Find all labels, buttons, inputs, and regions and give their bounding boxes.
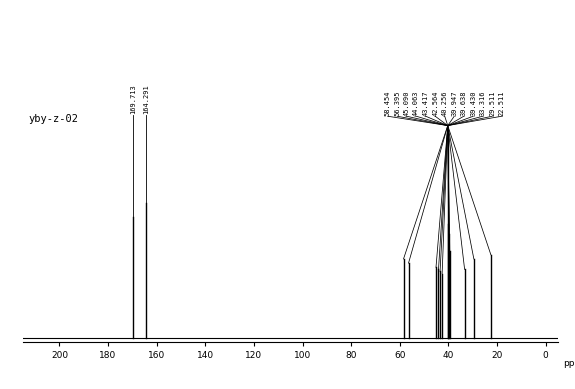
Text: 43.417: 43.417 xyxy=(423,90,429,116)
Text: 40.256: 40.256 xyxy=(442,90,448,116)
Text: yby-z-02: yby-z-02 xyxy=(28,114,78,124)
Text: 45.090: 45.090 xyxy=(404,90,409,116)
Text: 58.454: 58.454 xyxy=(385,90,390,116)
Text: 169.713: 169.713 xyxy=(130,84,136,114)
Text: 33.316: 33.316 xyxy=(480,90,486,116)
Text: ppm: ppm xyxy=(563,359,575,368)
Text: 42.564: 42.564 xyxy=(432,90,438,116)
Text: 44.063: 44.063 xyxy=(413,90,419,116)
Text: 39.947: 39.947 xyxy=(451,90,457,116)
Text: 22.511: 22.511 xyxy=(499,90,505,116)
Text: 29.511: 29.511 xyxy=(489,90,495,116)
Text: 39.430: 39.430 xyxy=(470,90,476,116)
Text: 39.638: 39.638 xyxy=(461,90,467,116)
Text: 56.395: 56.395 xyxy=(394,90,400,116)
Text: 164.291: 164.291 xyxy=(143,84,150,114)
